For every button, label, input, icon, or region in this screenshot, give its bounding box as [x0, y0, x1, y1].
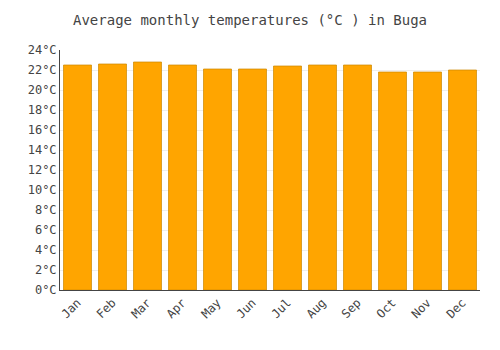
svg-text:6°C: 6°C	[35, 223, 57, 237]
svg-text:Sep: Sep	[339, 296, 364, 321]
svg-text:Nov: Nov	[409, 296, 434, 321]
svg-text:18°C: 18°C	[28, 103, 57, 117]
svg-text:20°C: 20°C	[28, 83, 57, 97]
svg-text:24°C: 24°C	[28, 43, 57, 57]
svg-text:Aug: Aug	[304, 296, 329, 321]
svg-text:Feb: Feb	[94, 296, 119, 321]
svg-text:14°C: 14°C	[28, 143, 57, 157]
svg-text:22°C: 22°C	[28, 63, 57, 77]
svg-text:Jan: Jan	[59, 296, 84, 321]
svg-text:Jul: Jul	[269, 296, 294, 321]
svg-text:12°C: 12°C	[28, 163, 57, 177]
svg-text:16°C: 16°C	[28, 123, 57, 137]
svg-text:Mar: Mar	[129, 296, 154, 321]
svg-text:4°C: 4°C	[35, 243, 57, 257]
svg-text:Jun: Jun	[234, 296, 259, 321]
svg-text:Apr: Apr	[164, 296, 189, 321]
svg-text:Average monthly temperatures (: Average monthly temperatures (°C ) in Bu…	[73, 12, 427, 28]
svg-text:0°C: 0°C	[35, 283, 57, 297]
svg-text:2°C: 2°C	[35, 263, 57, 277]
svg-text:10°C: 10°C	[28, 183, 57, 197]
svg-text:8°C: 8°C	[35, 203, 57, 217]
svg-text:May: May	[199, 296, 224, 321]
svg-text:Dec: Dec	[444, 296, 469, 321]
svg-text:Oct: Oct	[374, 296, 399, 321]
